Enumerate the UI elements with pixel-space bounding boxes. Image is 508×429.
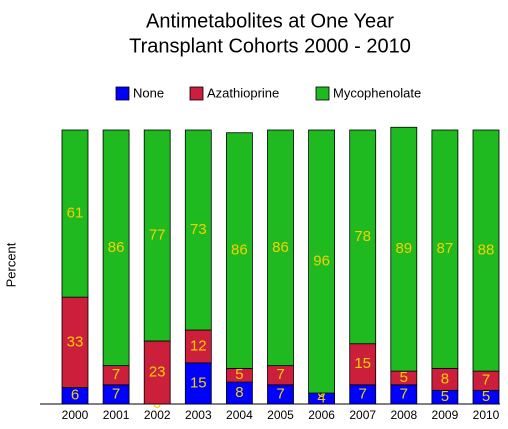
data-label: 89 bbox=[395, 240, 412, 257]
x-tick-label: 2008 bbox=[390, 408, 417, 422]
legend-swatch bbox=[189, 86, 204, 101]
bar-segment bbox=[431, 129, 459, 369]
data-label: 88 bbox=[478, 242, 495, 259]
data-label: 96 bbox=[313, 252, 330, 269]
legend-swatch bbox=[315, 86, 330, 101]
x-tick-label: 2006 bbox=[308, 408, 335, 422]
data-label: 15 bbox=[190, 374, 207, 391]
data-label: 86 bbox=[108, 239, 125, 256]
x-tick-label: 2004 bbox=[226, 408, 253, 422]
bar-segment bbox=[472, 129, 500, 372]
data-label: 61 bbox=[67, 205, 84, 222]
bar-segment bbox=[61, 296, 89, 388]
data-label: 77 bbox=[149, 226, 166, 243]
x-tick-label: 2010 bbox=[473, 408, 500, 422]
bar-segment bbox=[308, 129, 336, 394]
data-label: 7 bbox=[112, 385, 120, 402]
data-label: 73 bbox=[190, 221, 207, 238]
data-label: 4 bbox=[317, 389, 325, 406]
data-label: 7 bbox=[359, 385, 367, 402]
bar-segment bbox=[143, 340, 171, 405]
data-label: 7 bbox=[276, 366, 284, 383]
legend-label: Azathioprine bbox=[207, 85, 279, 100]
data-label: 12 bbox=[190, 337, 207, 354]
data-label: 7 bbox=[112, 366, 120, 383]
x-tick-label: 2002 bbox=[144, 408, 171, 422]
data-label: 5 bbox=[441, 388, 449, 405]
x-tick-label: 2009 bbox=[432, 408, 459, 422]
chart-title: Antimetabolites at One Year bbox=[146, 10, 394, 32]
data-label: 7 bbox=[276, 385, 284, 402]
x-tick-label: 2003 bbox=[185, 408, 212, 422]
x-tick-label: 2007 bbox=[349, 408, 376, 422]
data-label: 7 bbox=[482, 372, 490, 389]
bar-segment bbox=[102, 129, 130, 367]
data-label: 15 bbox=[354, 355, 371, 372]
x-tick-label: 2000 bbox=[62, 408, 89, 422]
bar-segment bbox=[184, 362, 212, 405]
data-label: 78 bbox=[354, 228, 371, 245]
bar-segment bbox=[267, 129, 294, 367]
data-label: 6 bbox=[71, 387, 79, 404]
bar-segment bbox=[390, 126, 418, 372]
bar-segment bbox=[225, 132, 253, 369]
data-label: 87 bbox=[437, 240, 454, 257]
x-tick-label: 2005 bbox=[267, 408, 294, 422]
bar-segment bbox=[61, 129, 89, 298]
data-label: 5 bbox=[235, 366, 243, 383]
data-label: 8 bbox=[441, 370, 449, 387]
bar-segment bbox=[349, 343, 377, 386]
data-label: 5 bbox=[482, 388, 490, 405]
data-label: 33 bbox=[67, 333, 84, 350]
data-label: 23 bbox=[149, 363, 166, 380]
data-label: 86 bbox=[272, 239, 289, 256]
legend-label: None bbox=[133, 85, 164, 100]
bar-segment bbox=[143, 129, 171, 342]
data-label: 86 bbox=[231, 242, 248, 259]
legend-swatch bbox=[115, 86, 130, 101]
data-label: 8 bbox=[235, 384, 243, 401]
y-axis-label: Percent bbox=[3, 242, 18, 287]
x-tick-label: 2001 bbox=[103, 408, 130, 422]
bar-segment bbox=[184, 129, 212, 331]
bar-segment bbox=[349, 129, 377, 345]
bar-segment bbox=[184, 329, 212, 364]
legend-label: Mycophenolate bbox=[333, 85, 421, 100]
chart-title: Transplant Cohorts 2000 - 2010 bbox=[129, 35, 411, 57]
data-label: 5 bbox=[400, 369, 408, 386]
data-label: 7 bbox=[400, 385, 408, 402]
